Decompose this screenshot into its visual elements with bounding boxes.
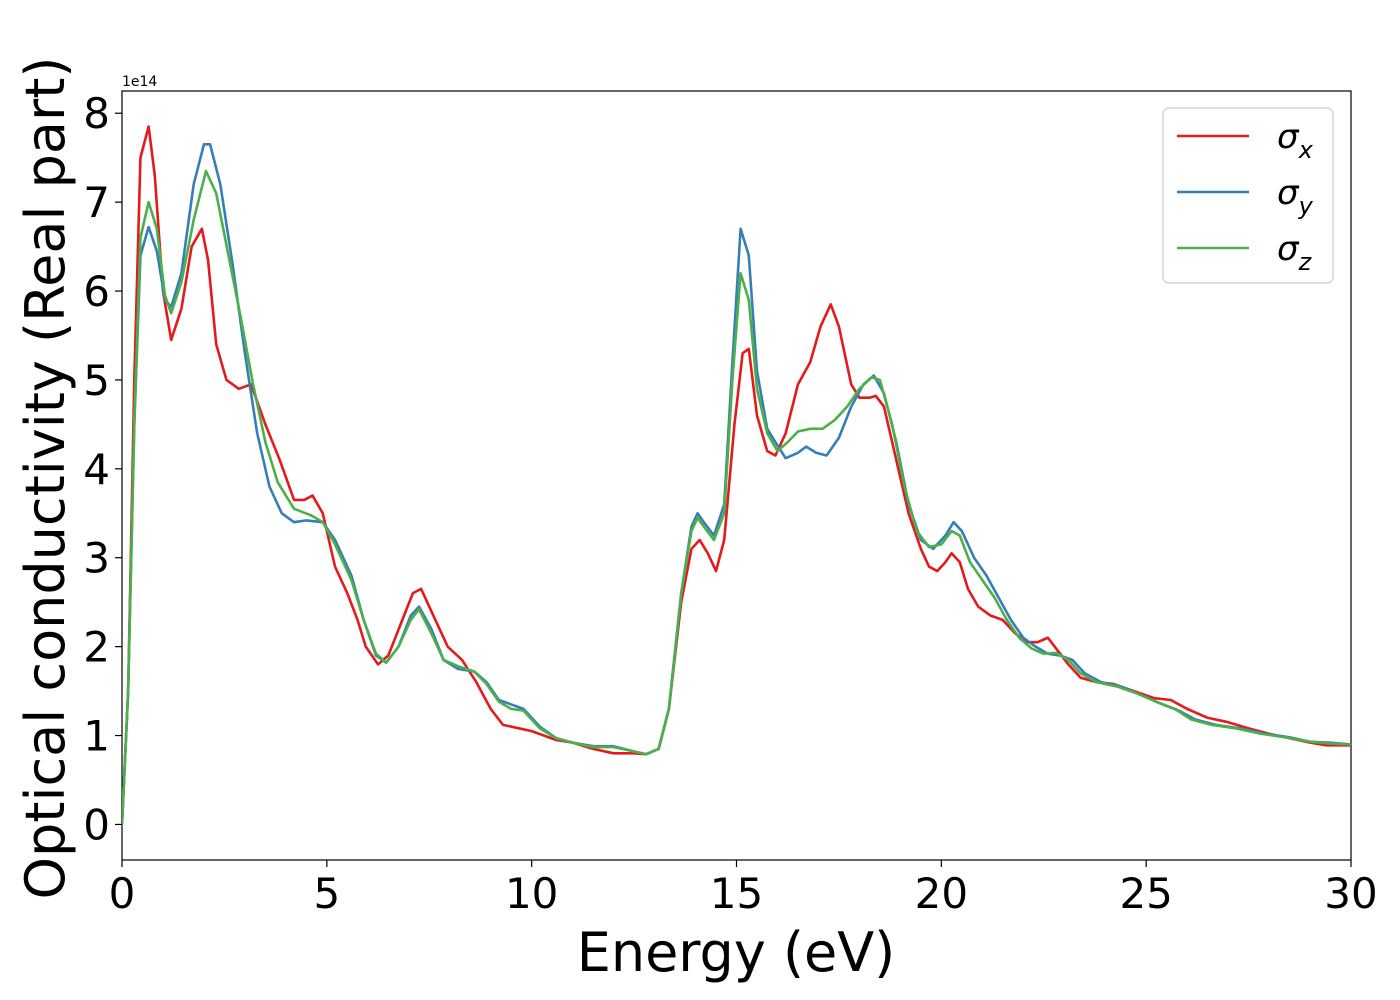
y-tick-label: 7 (83, 178, 110, 227)
y-tick-label: 2 (83, 623, 110, 672)
legend-label-sigma-x: σx (1277, 117, 1314, 164)
y-tick-label: 8 (83, 89, 110, 138)
legend-label-sigma-z: σz (1277, 229, 1313, 276)
legend-box (1162, 107, 1334, 284)
y-offset-text: 1e14 (122, 74, 157, 90)
x-tick-label: 30 (1324, 869, 1377, 918)
y-tick-label: 1 (83, 712, 110, 761)
x-axis-title: Energy (eV) (577, 921, 896, 984)
plot-area-frame (121, 90, 1352, 861)
y-tick-label: 4 (83, 445, 110, 494)
x-tick-label: 25 (1119, 869, 1172, 918)
x-tick-label: 15 (710, 869, 763, 918)
x-tick-label: 5 (313, 869, 340, 918)
y-tick-label: 0 (83, 800, 110, 849)
legend-label-sigma-y: σy (1277, 173, 1314, 220)
series-line-sigma-x (122, 125, 1351, 825)
axis-ticks: 0 5 10 15 20 25 30 0 1 2 3 4 5 6 7 8 (83, 89, 1377, 918)
x-tick-label: 10 (505, 869, 558, 918)
y-tick-label: 3 (83, 534, 110, 583)
y-tick-label: 6 (83, 267, 110, 316)
x-tick-label: 20 (915, 869, 968, 918)
y-axis-title: Optical conductivity (Real part) (14, 57, 77, 900)
legend: σx σy σz (1162, 107, 1334, 284)
series-group (122, 125, 1351, 825)
x-tick-label: 0 (109, 869, 136, 918)
series-line-sigma-z (122, 169, 1351, 825)
y-tick-label: 5 (83, 356, 110, 405)
